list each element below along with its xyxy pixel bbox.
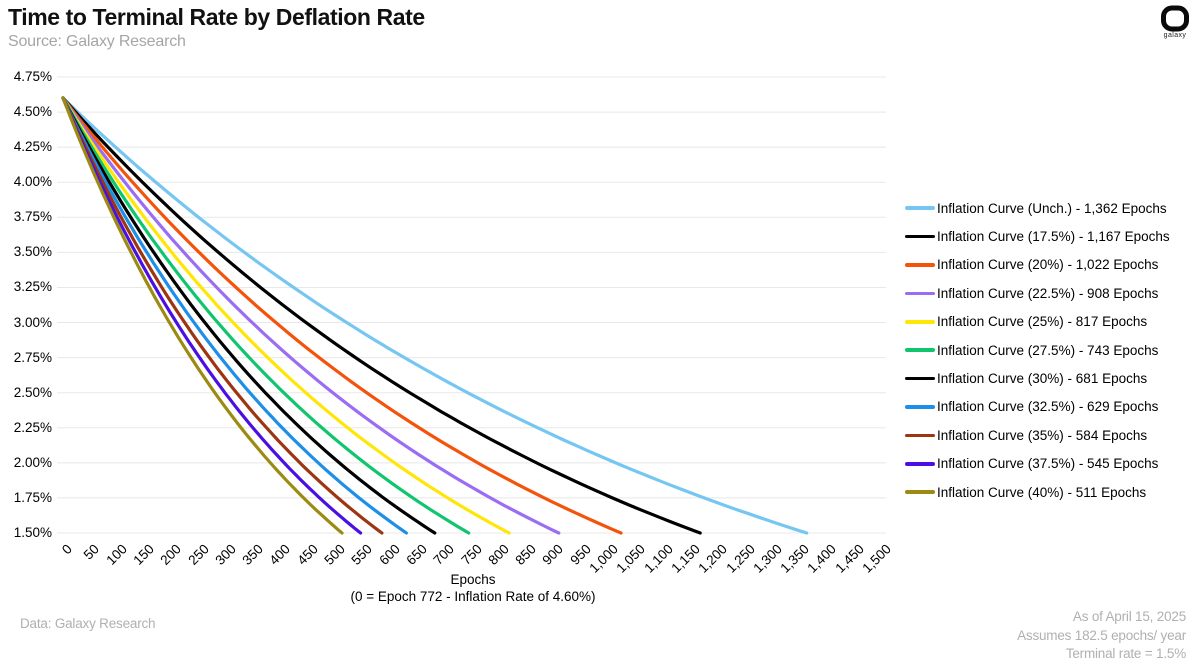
series-line-4 xyxy=(61,96,511,535)
legend-swatch xyxy=(905,348,935,352)
legend-swatch xyxy=(905,291,935,296)
legend-label: Inflation Curve (37.5%) - 545 Epochs xyxy=(937,456,1159,472)
y-tick-label: 4.25% xyxy=(13,139,52,155)
y-tick-label: 1.75% xyxy=(13,489,52,505)
legend-swatch xyxy=(905,234,935,239)
legend-swatch xyxy=(905,206,935,210)
legend: Inflation Curve (Unch.) - 1,362 Epochs In… xyxy=(905,194,1170,506)
legend-label: Inflation Curve (22.5%) - 908 Epochs xyxy=(937,285,1159,301)
series-line-8 xyxy=(61,96,384,535)
legend-label: Inflation Curve (17.5%) - 1,167 Epochs xyxy=(937,229,1170,245)
series-line-0 xyxy=(61,96,809,535)
y-tick-label: 4.00% xyxy=(13,174,52,190)
legend-label: Inflation Curve (Unch.) - 1,362 Epochs xyxy=(937,200,1167,216)
series-line-10 xyxy=(61,96,344,535)
series-line-5 xyxy=(61,96,471,535)
legend-item: Inflation Curve (22.5%) - 908 Epochs xyxy=(905,279,1170,307)
legend-label: Inflation Curve (27.5%) - 743 Epochs xyxy=(937,342,1159,358)
series-line-2 xyxy=(61,96,623,535)
legend-swatch xyxy=(905,405,935,409)
y-tick-label: 3.25% xyxy=(13,279,52,295)
footer-note-line: Assumes 182.5 epochs/ year xyxy=(1017,627,1186,643)
y-tick-label: 2.50% xyxy=(13,384,52,400)
legend-item: Inflation Curve (20%) - 1,022 Epochs xyxy=(905,251,1170,279)
legend-item: Inflation Curve (35%) - 584 Epochs xyxy=(905,421,1170,449)
x-axis-title: Epochs xyxy=(450,572,496,587)
y-tick-label: 4.75% xyxy=(13,69,52,84)
page-title: Time to Terminal Rate by Deflation Rate xyxy=(8,4,425,30)
footer-notes: As of April 15, 2025 Assumes 182.5 epoch… xyxy=(1017,608,1186,664)
legend-item: Inflation Curve (25%) - 817 Epochs xyxy=(905,308,1170,336)
galaxy-logo: galaxy xyxy=(1156,5,1194,39)
y-tick-label: 2.25% xyxy=(13,419,52,435)
footer-note-line: As of April 15, 2025 xyxy=(1072,609,1186,624)
legend-item: Inflation Curve (37.5%) - 545 Epochs xyxy=(905,450,1170,478)
legend-swatch xyxy=(905,433,935,438)
y-tick-label: 1.50% xyxy=(13,525,52,540)
legend-swatch xyxy=(905,376,935,381)
legend-item: Inflation Curve (27.5%) - 743 Epochs xyxy=(905,336,1170,364)
y-tick-label: 3.50% xyxy=(13,244,52,260)
legend-label: Inflation Curve (30%) - 681 Epochs xyxy=(937,371,1148,387)
footer-note-line: Terminal rate = 1.5% xyxy=(1065,646,1186,661)
legend-item: Inflation Curve (30%) - 681 Epochs xyxy=(905,364,1170,392)
legend-swatch xyxy=(905,490,935,494)
legend-label: Inflation Curve (25%) - 817 Epochs xyxy=(937,314,1148,330)
series-line-9 xyxy=(61,96,363,535)
legend-item: Inflation Curve (40%) - 511 Epochs xyxy=(905,478,1170,506)
y-tick-label: 4.50% xyxy=(13,104,52,120)
series-line-3 xyxy=(61,96,561,535)
y-tick-label: 3.75% xyxy=(13,209,52,225)
series-line-7 xyxy=(61,96,408,535)
y-tick-label: 3.00% xyxy=(13,314,52,330)
legend-label: Inflation Curve (40%) - 511 Epochs xyxy=(937,484,1147,500)
legend-item: Inflation Curve (Unch.) - 1,362 Epochs xyxy=(905,194,1170,222)
legend-item: Inflation Curve (17.5%) - 1,167 Epochs xyxy=(905,222,1170,250)
series-line-6 xyxy=(61,96,437,535)
x-axis-subtitle: (0 = Epoch 772 - Inflation Rate of 4.60%… xyxy=(350,589,596,604)
series-line-1 xyxy=(61,96,702,535)
legend-swatch xyxy=(905,461,935,466)
legend-label: Inflation Curve (32.5%) - 629 Epochs xyxy=(937,399,1159,415)
legend-label: Inflation Curve (20%) - 1,022 Epochs xyxy=(937,257,1159,273)
galaxy-logo-label: galaxy xyxy=(1163,32,1187,39)
footer-data-source: Data: Galaxy Research xyxy=(20,616,156,631)
legend-swatch xyxy=(905,319,935,324)
y-tick-label: 2.75% xyxy=(13,349,52,365)
source-label: Source: Galaxy Research xyxy=(8,33,186,50)
legend-item: Inflation Curve (32.5%) - 629 Epochs xyxy=(905,393,1170,421)
galaxy-logo-icon xyxy=(1161,5,1189,32)
legend-swatch xyxy=(905,263,935,267)
y-tick-label: 2.00% xyxy=(13,454,52,470)
legend-label: Inflation Curve (35%) - 584 Epochs xyxy=(937,427,1148,443)
